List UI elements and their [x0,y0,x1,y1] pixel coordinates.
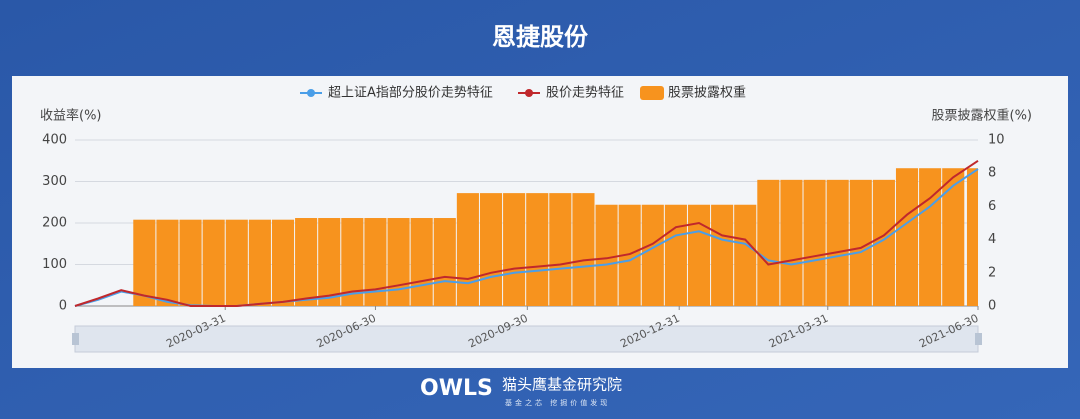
bar [156,219,179,306]
bar [133,219,156,306]
footer-name: 猫头鹰基金研究院 [502,376,622,394]
y2-tick-label: 4 [988,232,996,247]
bar [271,219,295,306]
bar [526,193,549,306]
bar [872,179,895,306]
bar [549,193,572,306]
bar [826,179,849,306]
footer-slogan: 基金之芯 挖掘价值发现 [505,398,610,407]
bar [248,219,271,306]
bar [225,219,248,306]
bar [687,204,711,306]
y2-tick-label: 2 [988,265,996,280]
legend-swatch [525,89,533,97]
bar [919,168,942,306]
y-tick-label: 400 [42,133,67,148]
bar [803,179,826,306]
bar [179,219,202,306]
bar [942,168,965,306]
bar [364,218,387,306]
bar [410,218,433,306]
y2-axis-title: 股票披露权重(%) [932,108,1033,124]
legend-label: 超上证A指部分股价走势特征 [328,85,493,101]
bar [780,179,803,306]
bar [295,218,318,306]
bar [479,193,503,306]
bar [734,204,757,306]
y-axis-title: 收益率(%) [40,108,102,124]
y-tick-label: 200 [42,216,67,231]
bar [572,193,595,306]
bar [202,219,225,306]
y2-tick-label: 6 [988,199,996,214]
y2-tick-label: 10 [988,133,1005,148]
bar [456,193,479,306]
y2-tick-label: 0 [988,299,996,314]
legend-swatch [307,89,315,97]
footer-brand: OWLS [420,376,493,401]
y-tick-label: 0 [59,299,67,314]
bar [387,218,410,306]
legend-label: 股票披露权重 [668,85,746,101]
y-tick-label: 300 [42,174,67,189]
bar [503,193,526,306]
page-title: 恩捷股份 [492,23,589,51]
zoom-handle[interactable] [72,333,79,345]
bar [618,204,641,306]
bar [849,179,872,306]
bar [895,168,919,306]
legend-swatch [640,86,664,100]
legend-label: 股价走势特征 [546,85,624,101]
bar [966,168,978,306]
bar [664,204,687,306]
bar [341,218,364,306]
bar [318,218,341,306]
bar [595,204,618,306]
y-tick-label: 100 [42,257,67,272]
zoom-slider[interactable] [74,325,979,353]
bar [641,204,664,306]
line [74,159,979,307]
bar [433,218,456,306]
y2-tick-label: 8 [988,166,996,181]
zoom-handle[interactable] [975,333,982,345]
bar [757,179,780,306]
bar [711,204,734,306]
